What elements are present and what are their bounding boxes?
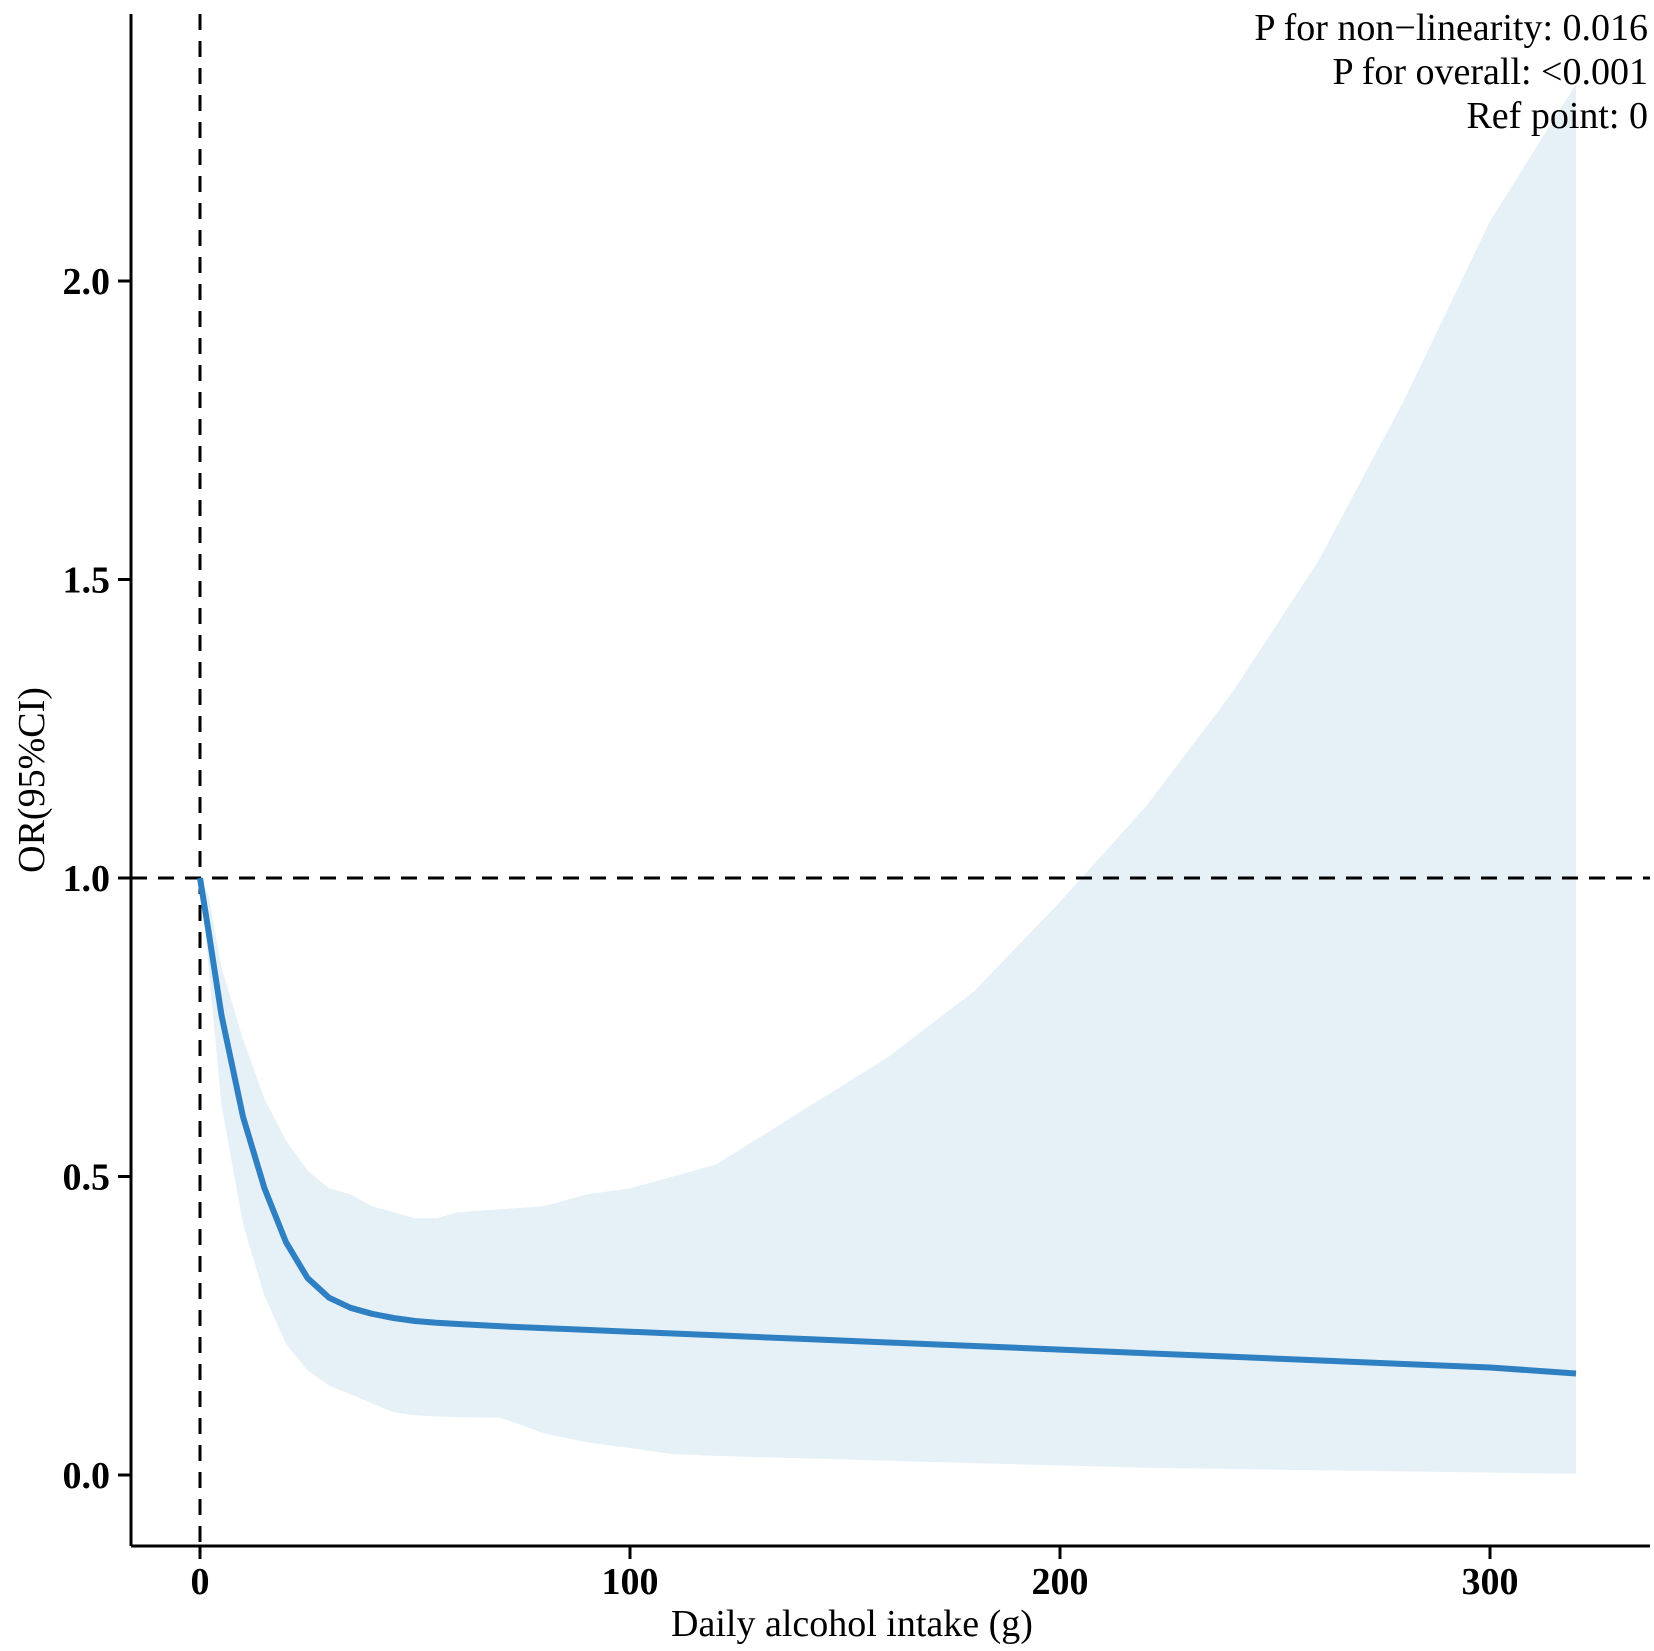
y-tick-label: 0.0 [63,1455,111,1497]
y-tick-label: 1.5 [63,560,111,602]
or-curve [197,877,1577,1377]
y-tick-label: 0.5 [63,1157,111,1199]
y-tick-label: 2.0 [63,261,111,303]
ticks: 0 100 200 300 0.0 0.5 1.0 1.5 2.0 [63,261,1519,1603]
x-tick-label: 200 [1032,1561,1089,1603]
x-axis-title: Daily alcohol intake (g) [671,1603,1033,1645]
annotation-nonlinearity: P for non−linearity: 0.016 [1254,7,1648,49]
confidence-band [200,84,1576,1474]
annotation-overall: P for overall: <0.001 [1332,51,1648,93]
axes [129,14,1650,1548]
y-axis-title: OR(95%CI) [11,687,53,873]
y-tick-label: 1.0 [63,858,111,900]
plot-area [131,14,1650,1546]
x-tick-label: 100 [602,1561,659,1603]
x-tick-label: 300 [1462,1561,1519,1603]
annotation-block: P for non−linearity: 0.016 P for overall… [1254,7,1648,137]
x-tick-label: 0 [191,1561,210,1603]
annotation-ref-point: Ref point: 0 [1466,95,1648,137]
